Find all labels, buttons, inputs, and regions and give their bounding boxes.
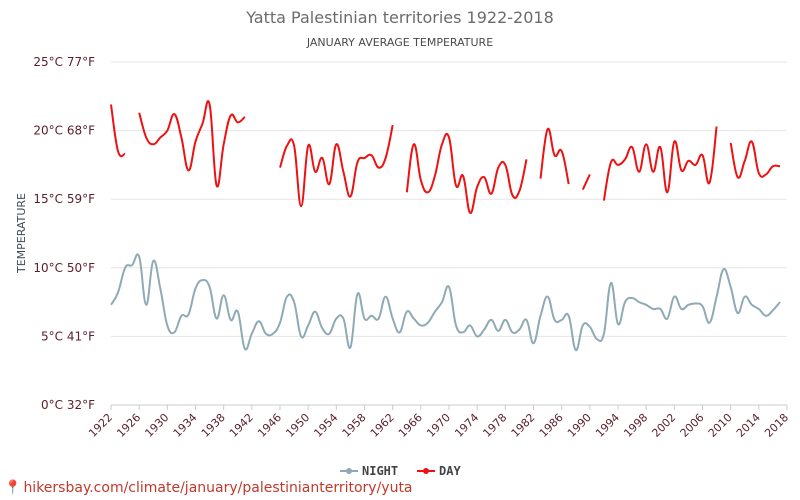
x-tick-label: 1990: [565, 411, 594, 440]
x-tick-label: 1946: [255, 411, 284, 440]
x-tick-label: 1958: [340, 411, 369, 440]
y-tick-labels: 0°C 32°F 5°C 41°F 10°C 50°F 15°C 59°F 20°C 6…: [33, 55, 95, 412]
series-line-day: [729, 140, 781, 179]
legend: NIGHT DAY: [340, 464, 461, 478]
x-tick-label: 2014: [734, 411, 763, 440]
legend-day-label: DAY: [439, 464, 461, 478]
legend-night-marker: [346, 468, 352, 474]
x-tick-label: 2002: [649, 411, 678, 440]
legend-day-marker: [423, 468, 429, 474]
x-tick-label: 1930: [142, 411, 171, 440]
series-line-day: [405, 132, 528, 214]
y-tick-label: 15°C 59°F: [33, 192, 95, 206]
legend-item-night[interactable]: NIGHT: [340, 464, 398, 478]
series-line-day: [581, 174, 591, 191]
y-tick-label: 10°C 50°F: [33, 261, 95, 275]
chart-subtitle: JANUARY AVERAGE TEMPERATURE: [306, 36, 493, 49]
series-lines: [110, 100, 781, 352]
x-tick-label: 1934: [171, 411, 200, 440]
x-tick-label: 1938: [199, 411, 228, 440]
legend-item-day[interactable]: DAY: [417, 464, 461, 478]
map-pin-icon: 📍: [4, 480, 22, 496]
x-tick-label: 1970: [424, 411, 453, 440]
grid-lines: [111, 61, 787, 406]
x-tick-label: 1998: [621, 411, 650, 440]
y-axis-label: TEMPERATURE: [15, 193, 28, 274]
x-tick-labels: 1922 1926 1930 1934 1938 1942 1946 1950 1954 1958…: [86, 405, 791, 440]
y-tick-label: 0°C 32°F: [41, 398, 95, 412]
series-line-day: [602, 126, 718, 201]
x-tick-label: 1978: [480, 411, 509, 440]
x-tick-label: 1974: [452, 411, 481, 440]
x-tick-label: 1942: [227, 411, 256, 440]
series-line-day: [279, 124, 394, 208]
y-tick-label: 5°C 41°F: [41, 329, 95, 343]
x-tick-label: 1962: [368, 411, 397, 440]
x-tick-label: 2006: [678, 411, 707, 440]
series-line-day: [539, 127, 570, 185]
x-tick-label: 1954: [311, 411, 340, 440]
x-tick-label: 1982: [509, 411, 538, 440]
x-tick-label: 1950: [283, 411, 312, 440]
x-tick-label: 2010: [706, 411, 735, 440]
x-tick-label: 1922: [86, 411, 115, 440]
x-tick-label: 2018: [762, 411, 791, 440]
source-footer[interactable]: 📍 hikersbay.com/climate/january/palestini…: [4, 480, 413, 496]
series-line-night: [110, 253, 781, 352]
series-line-day: [110, 104, 126, 158]
x-tick-label: 1986: [537, 411, 566, 440]
x-tick-label: 1926: [114, 411, 143, 440]
source-url[interactable]: hikersbay.com/climate/january/palestinia…: [23, 480, 413, 496]
x-tick-label: 1966: [396, 411, 425, 440]
x-tick-label: 1994: [593, 411, 622, 440]
y-tick-label: 20°C 68°F: [33, 124, 95, 138]
series-line-day: [138, 100, 246, 188]
chart-title: Yatta Palestinian territories 1922-2018: [245, 8, 554, 27]
legend-night-label: NIGHT: [362, 464, 398, 478]
y-tick-label: 25°C 77°F: [33, 55, 95, 69]
